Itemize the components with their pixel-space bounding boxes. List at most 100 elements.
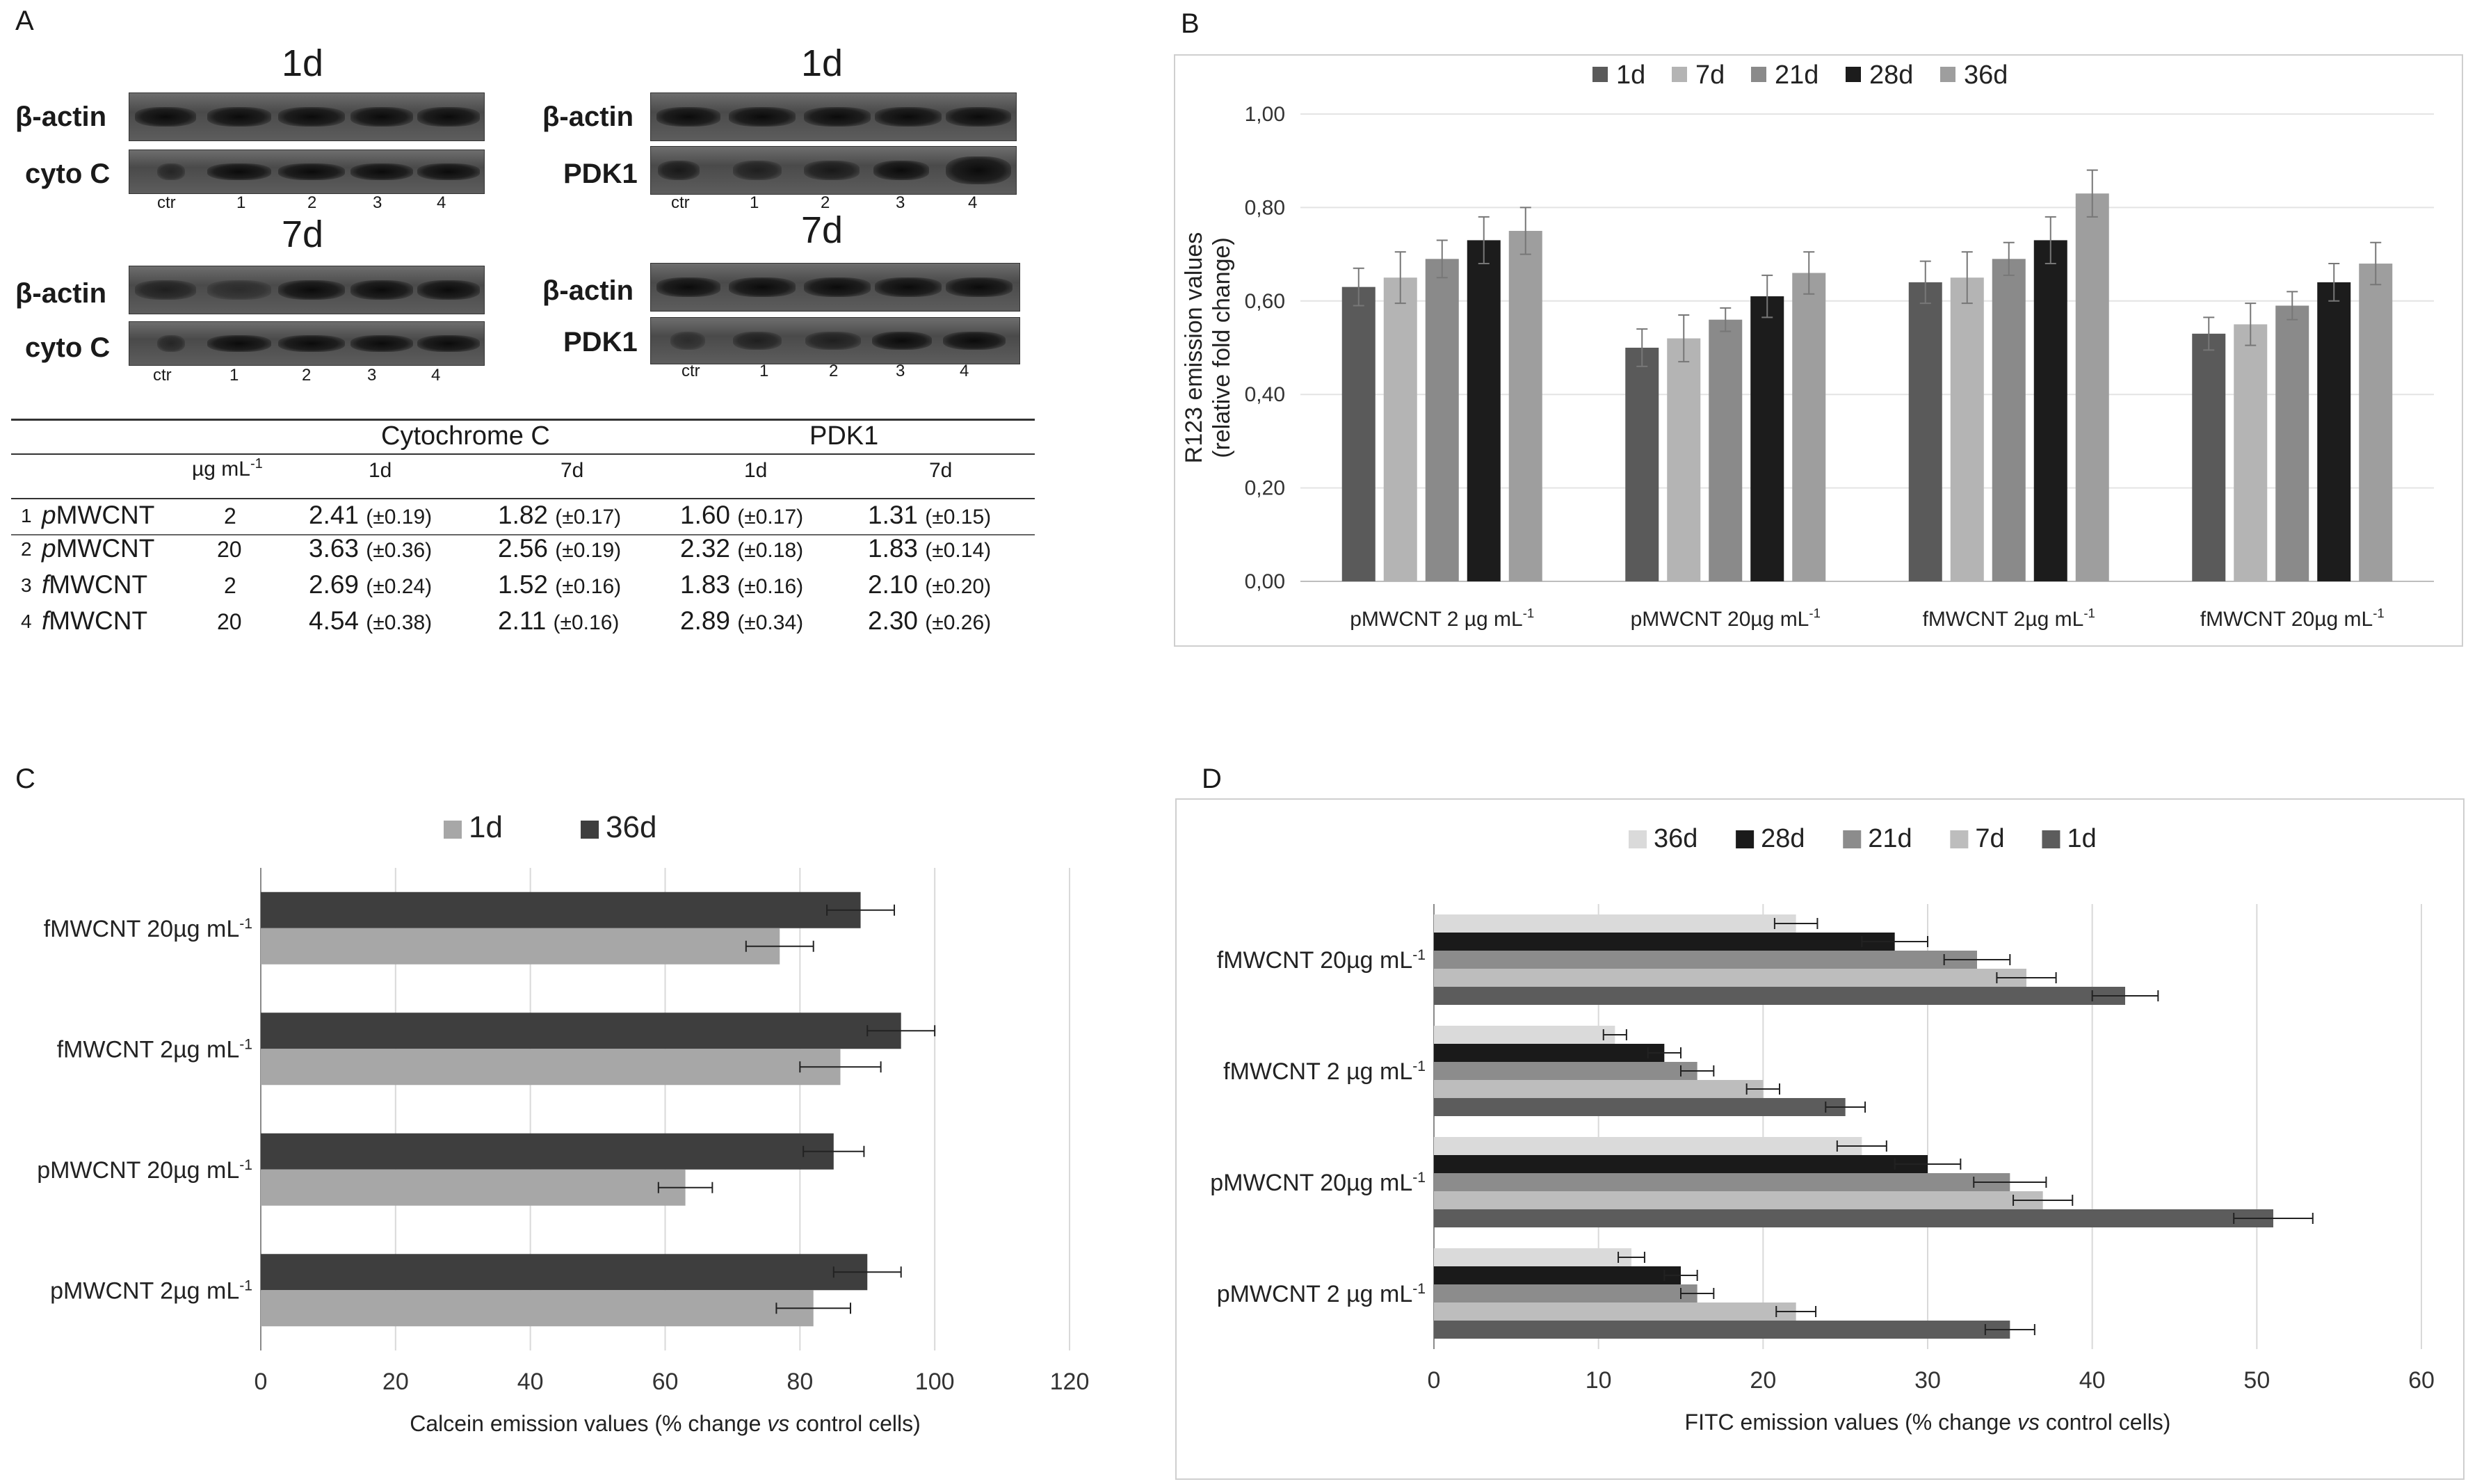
blot-title: 7d [281,213,324,255]
bar-1d [1434,1209,2273,1227]
y-axis-label: (relative fold change) [1209,237,1235,458]
legend-swatch-21d [1751,67,1766,82]
legend-swatch-1d [444,821,462,839]
blot-row-label: β-actin [15,102,107,132]
table-cell: 1.83 (±0.14) [868,534,992,563]
bar-1d [1341,287,1376,581]
blot-title: 1d [281,42,324,84]
blot-row-label: β-actin [542,102,634,132]
bar-36d [1434,914,1796,933]
legend-swatch-7d [1672,67,1687,82]
table-cell: 2.10 (±0.20) [868,570,992,599]
x-tick-label: 0 [255,1369,268,1395]
legend-label: 36d [1964,61,2008,90]
table-col-header: 1d [369,459,392,482]
legend-label: 1d [1616,61,1645,90]
table-row-index: 4 [21,611,32,632]
table-cell: 1.60 (±0.17) [680,501,804,529]
category-label: fMWCNT 2µg mL-1 [1923,606,2095,631]
bar-28d [1434,1266,1681,1284]
blot-strip-beta-actin [129,266,485,314]
y-tick-label: 0,20 [1245,477,1285,500]
category-label: pMWCNT 20µg mL-1 [1631,606,1821,631]
bar-28d [1434,1044,1665,1062]
x-tick-label: 20 [1750,1367,1776,1394]
table-col-header: 7d [929,459,953,482]
table-row-dose: 20 [217,609,242,634]
legend-swatch-1d [2042,830,2060,848]
lane-label: 3 [367,366,377,385]
x-tick-label: 100 [915,1369,955,1395]
bar-36d [2075,193,2109,581]
category-label: fMWCNT 2 µg mL-1 [1223,1058,1426,1085]
bar-36d [1508,231,1542,581]
x-tick-label: 10 [1586,1367,1612,1394]
legend-swatch-36d [1629,830,1647,848]
bar-28d [2033,240,2067,581]
panel-b-frame [1174,54,2463,647]
table-cell: 4.54 (±0.38) [309,606,433,635]
bar-1d [2192,333,2226,581]
lane-label: ctr [671,193,690,212]
legend-label: 21d [1775,61,1818,90]
bar-7d [1383,277,1417,581]
table-cell: 2.69 (±0.24) [309,570,433,599]
category-label: pMWCNT 20µg mL-1 [37,1157,252,1184]
y-tick-label: 1,00 [1245,103,1285,126]
table-row-material: fMWCNT [42,570,148,599]
legend-label: 28d [1761,824,1805,853]
table-row-material: pMWCNT [42,534,155,563]
legend-swatch-7d [1950,830,1969,848]
bar-28d [1434,933,1895,951]
bar-21d [1709,319,1743,581]
bar-36d [261,1013,901,1049]
bar-28d [1467,240,1501,581]
table-cell: 2.41 (±0.19) [309,501,433,529]
lane-label: 1 [750,193,759,212]
table-cell: 2.89 (±0.34) [680,606,804,635]
panel-a-label: A [15,6,34,36]
y-tick-label: 0,40 [1245,383,1285,406]
lane-label: 4 [431,366,441,385]
legend-label: 7d [1695,61,1725,90]
table-cell: 2.11 (±0.16) [498,606,620,635]
bar-28d [1750,296,1784,581]
table-cell: 1.82 (±0.17) [498,501,622,529]
table-row-dose: 2 [224,503,236,529]
x-axis-label: FITC emission values (% change vs contro… [1685,1410,2171,1435]
y-axis-label: R123 emission values [1181,232,1207,464]
bar-1d [261,928,780,965]
bar-1d [1434,1321,2010,1339]
table-col-header: 1d [744,459,768,482]
lane-label: 1 [236,193,246,212]
x-tick-label: 0 [1428,1367,1441,1394]
bar-21d [1992,259,2026,581]
lane-label: 4 [968,193,978,212]
lane-label: 1 [759,362,769,380]
bar-36d [1434,1137,1862,1155]
bar-7d [1434,1080,1764,1098]
table-unit-header: µg mL-1 [192,456,263,481]
legend-label: 36d [1654,824,1697,853]
panel-c-label: C [15,764,35,794]
bar-1d [1625,348,1659,581]
lane-label: ctr [681,362,700,380]
bar-7d [1434,969,2026,987]
legend-swatch-28d [1736,830,1755,848]
category-label: pMWCNT 2 µg mL-1 [1350,606,1534,631]
blot-title: 1d [800,42,844,84]
bar-21d [1434,1062,1697,1080]
table-row-index: 1 [21,505,32,526]
category-label: pMWCNT 20µg mL-1 [1210,1170,1426,1196]
bar-21d [1425,259,1459,581]
x-tick-label: 20 [382,1369,409,1395]
lane-label: 2 [302,366,312,385]
blot-strip-beta-actin [129,92,485,141]
bar-1d [261,1169,686,1206]
lane-label: 3 [896,193,905,212]
category-label: fMWCNT 20µg mL-1 [2200,606,2385,631]
blot-row-label: cyto C [25,159,111,189]
panel-d-label: D [1202,764,1222,794]
table-cell: 2.56 (±0.19) [498,534,622,563]
